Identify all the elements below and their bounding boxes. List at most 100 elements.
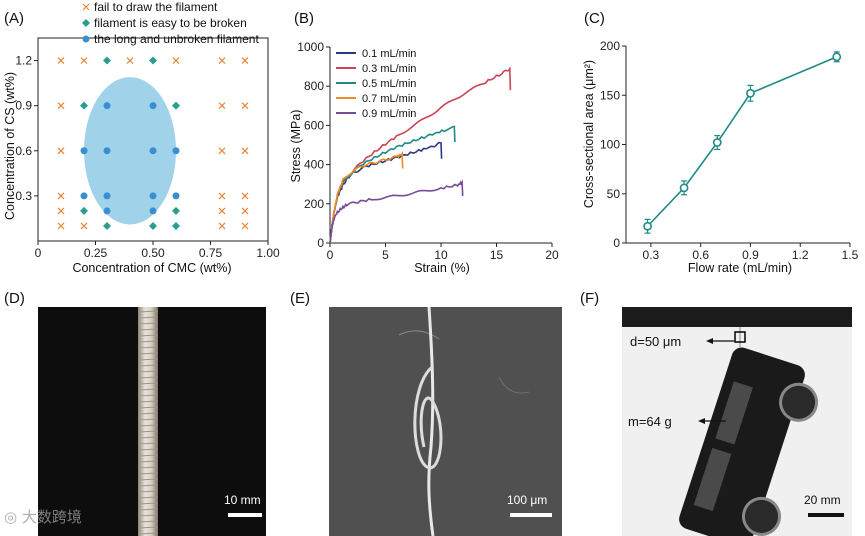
photo-f-load-test: d=50 μm m=64 g 20 mm [622,307,852,536]
chart-a-point [149,221,157,230]
chart-a-ytick-label: 0.3 [15,189,32,203]
chart-a-xtick-label: 0.25 [84,246,108,260]
chart-a-point [80,147,88,155]
chart-b-xtick-label: 15 [490,248,504,262]
chart-a-point [103,192,111,200]
chart-a-point [80,222,88,230]
chart-c-ytick-label: 200 [600,39,620,53]
scale-label-e: 100 μm [507,493,548,507]
chart-a-point [57,57,65,64]
chart-b-legend: 0.1 mL/min 0.3 mL/min 0.5 mL/min 0.7 mL/min… [336,48,416,120]
chart-a-ylabel: Concentration of CS (wt%) [3,72,17,220]
chart-a-point [218,147,226,155]
chart-a-point [241,57,249,64]
chart-a-xtick-label: 0 [35,246,42,260]
chart-a-point [57,102,65,110]
chart-b-series-line [329,141,443,244]
panel-label-c: (C) [584,10,605,27]
watermark-icon: ◎ [4,508,22,526]
chart-a-point [218,57,226,64]
panel-label-b: (B) [294,10,314,27]
chart-a-point [218,222,226,230]
chart-a-xtick-label: 0.50 [141,246,165,260]
chart-a-legend: fail to draw the filament filament is eas… [82,0,259,46]
chart-a-point [149,102,157,110]
chart-a-point [80,206,88,215]
scale-bar-d [228,513,262,517]
chart-c-point [679,183,689,193]
chart-c-point [712,138,722,147]
chart-c-xlabel: Flow rate (mL/min) [688,261,792,275]
chart-a-legend-marker [82,19,90,27]
chart-a-point [172,101,180,110]
chart-a-point [80,101,88,110]
chart-a-point [172,192,180,200]
chart-a-point [218,192,226,200]
chart-c-point [832,52,842,62]
chart-a-legend-label: filament is easy to be broken [94,16,247,30]
chart-c-ytick-label: 50 [607,187,621,201]
chart-b-ytick-label: 0 [317,236,324,250]
watermark-text: 大数跨境 [21,508,82,526]
chart-a-legend-marker [82,3,90,11]
chart-b-legend-label: 0.7 mL/min [362,93,416,105]
chart-b-ytick-label: 200 [304,197,324,211]
chart-b-legend-label: 0.9 mL/min [362,108,416,120]
panel-label-e: (E) [290,290,310,307]
chart-a-point [103,56,111,65]
unbroken-region [84,77,176,225]
chart-b-legend-label: 0.1 mL/min [362,48,416,60]
filament-photo-illustration [138,307,158,536]
chart-a-point [149,192,157,200]
chart-b-ytick-label: 400 [304,158,324,172]
chart-c-ylabel: Cross-sectional area (μm²) [582,60,596,208]
chart-c-ytick-label: 0 [613,236,620,250]
chart-c-cross-section: 0.3 0.6 0.9 1.2 1.5 0 50 100 150 200 Flow rate (m… [582,39,859,275]
chart-a-point [103,102,111,110]
watermark: ◎ 大数跨境 [4,506,82,527]
chart-c-xtick-label: 0.6 [692,248,709,262]
scale-label-f: 20 mm [804,493,841,507]
chart-b-xtick-label: 10 [434,248,448,262]
chart-a-point [241,222,249,230]
sem-knot-illustration [329,307,562,536]
chart-b-xtick-label: 0 [327,248,334,262]
chart-b-ytick-label: 600 [304,118,324,132]
chart-a-xlabel: Concentration of CMC (wt%) [72,261,231,275]
chart-a-point [172,221,180,230]
chart-b-series-line [329,66,512,244]
chart-a-xtick-label: 1.00 [256,246,280,260]
annotation-mass: m=64 g [628,414,672,429]
annotation-diameter: d=50 μm [630,334,682,349]
chart-b-xtick-label: 20 [545,248,559,262]
scale-bar-e [510,513,552,517]
chart-a-point [57,207,65,215]
chart-b-xlabel: Strain (%) [414,261,470,275]
chart-a-point [218,102,226,110]
chart-a-legend-label: fail to draw the filament [94,0,218,14]
panel-label-a: (A) [4,10,24,27]
chart-a-point [57,192,65,200]
chart-a-point [103,221,111,230]
chart-a-point [149,56,157,65]
chart-b-series-line [329,179,464,244]
chart-c-xtick-label: 1.5 [842,248,859,262]
chart-a-ytick-label: 0.6 [15,144,32,158]
chart-a-point [241,147,249,155]
chart-a-point [241,192,249,200]
chart-a-point [172,147,180,155]
photo-e-sem-knot: 100 μm [329,307,562,536]
chart-a-ytick-label: 0.9 [15,99,32,113]
chart-c-xtick-label: 0.3 [643,248,660,262]
chart-a-point [103,147,111,155]
chart-c-line [646,56,838,227]
chart-c-ytick-label: 100 [600,138,620,152]
chart-a-ytick-label: 1.2 [15,54,32,68]
scale-label-d: 10 mm [224,493,261,507]
chart-a-point [172,57,180,64]
chart-c-xtick-label: 1.2 [792,248,809,262]
chart-c-point [643,221,652,231]
panel-label-f: (F) [580,290,600,307]
car-hanging-illustration [622,307,852,536]
